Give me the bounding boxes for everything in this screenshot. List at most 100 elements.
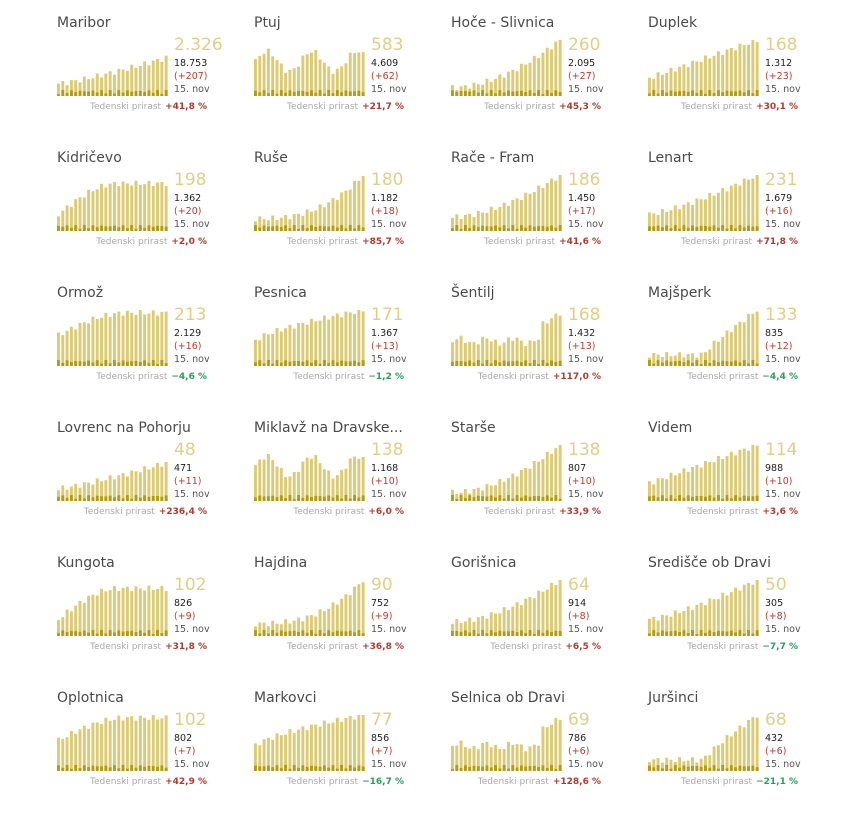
active-cases-bar	[472, 746, 476, 771]
new-cases-bar	[729, 765, 733, 771]
new-cases-bar	[524, 92, 528, 96]
active-cases-bar	[61, 335, 65, 366]
new-cases-bar	[117, 362, 121, 366]
active-cases-bar	[262, 622, 266, 636]
weekly-growth-value: +21,7 %	[362, 102, 404, 112]
daily-change-value: (+207)	[174, 71, 208, 82]
active-cases-bar	[554, 41, 558, 96]
new-cases-bar	[340, 225, 344, 231]
new-cases-bar	[712, 225, 716, 231]
weekly-growth-value: +31,8 %	[165, 642, 207, 652]
new-cases-bar	[541, 496, 545, 501]
active-cases-bar	[729, 332, 733, 366]
total-cases-value: 1.182	[371, 193, 399, 204]
municipality-name: Lovrenc na Pohorju	[57, 420, 191, 436]
active-cases-bar	[117, 311, 121, 366]
active-cases-bar	[87, 323, 91, 366]
active-cases-bar	[327, 608, 331, 636]
new-cases-bar	[691, 496, 695, 501]
new-cases-bar	[524, 227, 528, 231]
active-cases-bar	[284, 619, 288, 636]
active-cases-bar	[87, 79, 91, 96]
sparkline-svg	[648, 175, 759, 231]
new-cases-bar	[113, 765, 116, 771]
sparkline-chart	[254, 310, 366, 366]
new-cases-bar	[125, 228, 129, 231]
active-cases-bar	[686, 67, 690, 96]
active-cases-bar	[87, 482, 91, 501]
daily-change-value: (+8)	[765, 611, 787, 622]
new-cases-bar	[682, 630, 686, 636]
weekly-growth-label: Tedenski prirast	[477, 372, 549, 382]
total-cases-value: 2.129	[174, 328, 202, 339]
new-cases-bar	[138, 225, 142, 231]
active-cases-bar	[100, 183, 104, 231]
active-cases-value: 168	[568, 305, 601, 325]
active-cases-bar	[476, 487, 480, 501]
active-cases-bar	[284, 72, 288, 96]
new-cases-bar	[292, 361, 296, 366]
active-cases-bar	[550, 318, 554, 366]
weekly-growth-value: +2,0 %	[171, 237, 207, 247]
weekly-growth: Tedenski prirast +236,4 %	[84, 507, 207, 517]
active-cases-bar	[262, 219, 266, 231]
active-cases-bar	[130, 591, 134, 636]
new-cases-bar	[729, 91, 733, 96]
date-label: 15. nov	[568, 219, 604, 230]
active-cases-bar	[297, 617, 301, 636]
active-cases-bar	[108, 183, 112, 231]
active-cases-bar	[502, 749, 506, 771]
date-label: 15. nov	[568, 489, 604, 500]
active-cases-bar	[100, 723, 104, 771]
new-cases-bar	[459, 90, 463, 96]
new-cases-bar	[734, 495, 738, 501]
active-cases-bar	[537, 461, 541, 501]
active-cases-bar	[82, 602, 86, 636]
active-cases-bar	[468, 341, 472, 366]
new-cases-bar	[463, 225, 467, 231]
active-cases-bar	[729, 185, 733, 231]
new-cases-bar	[61, 630, 65, 636]
new-cases-bar	[104, 633, 108, 636]
chart-panel: Maribor 2.326 18.753 (+207) 15. nov Tedenski …	[57, 15, 247, 143]
active-cases-bar	[476, 211, 480, 231]
new-cases-bar	[143, 766, 147, 771]
weekly-growth-label: Tedenski prirast	[484, 507, 556, 517]
new-cases-bar	[160, 93, 164, 96]
active-cases-bar	[755, 175, 759, 231]
active-cases-bar	[691, 609, 695, 636]
active-cases-bar	[266, 334, 270, 366]
active-cases-bar	[279, 624, 283, 636]
active-cases-bar	[331, 478, 335, 501]
new-cases-bar	[108, 226, 112, 231]
active-cases-bar	[532, 192, 536, 231]
new-cases-bar	[353, 767, 357, 771]
new-cases-bar	[648, 496, 651, 501]
active-cases-bar	[468, 748, 472, 771]
active-cases-bar	[686, 760, 690, 771]
total-cases-value: 432	[765, 733, 784, 744]
active-cases-bar	[353, 313, 357, 366]
new-cases-bar	[738, 765, 742, 771]
active-cases-bar	[266, 220, 270, 231]
new-cases-bar	[747, 225, 751, 231]
total-cases-value: 471	[174, 463, 193, 474]
active-cases-bar	[652, 759, 656, 771]
sparkline-chart	[648, 580, 760, 636]
active-cases-bar	[61, 617, 65, 636]
new-cases-bar	[327, 226, 331, 231]
active-cases-bar	[143, 590, 147, 636]
active-cases-value: 186	[568, 170, 601, 190]
active-cases-value: 90	[371, 575, 393, 595]
active-cases-bar	[747, 313, 751, 366]
new-cases-bar	[310, 225, 313, 231]
active-cases-bar	[353, 456, 357, 501]
new-cases-bar	[104, 765, 108, 771]
new-cases-bar	[335, 495, 339, 501]
active-cases-bar	[348, 52, 352, 96]
active-cases-bar	[284, 328, 288, 366]
active-cases-bar	[78, 487, 82, 501]
new-cases-bar	[712, 632, 716, 636]
active-cases-bar	[344, 63, 348, 96]
active-cases-bar	[65, 489, 69, 501]
